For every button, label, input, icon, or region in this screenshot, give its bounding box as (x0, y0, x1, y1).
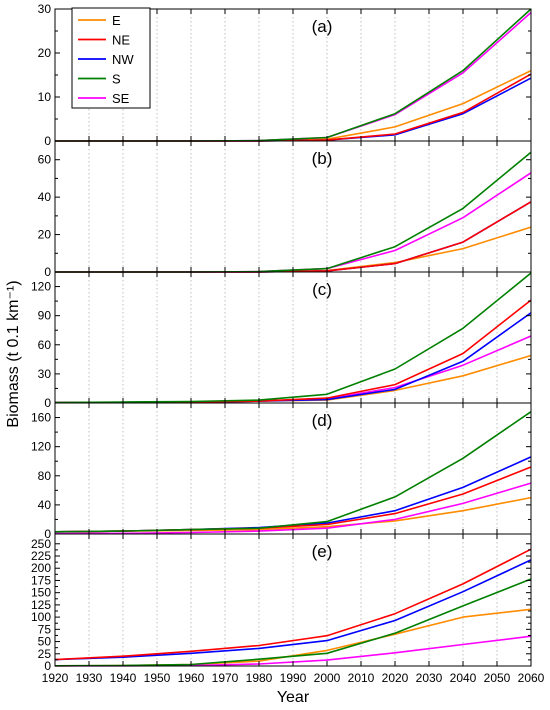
legend-box (71, 7, 151, 109)
y-tick-label: 25 (38, 647, 52, 661)
x-tick-label: 2060 (518, 671, 545, 685)
legend-label-s: S (112, 72, 121, 87)
x-tick-label: 1930 (76, 671, 103, 685)
x-tick-label: 1950 (144, 671, 171, 685)
panel-label: (a) (312, 17, 333, 36)
y-tick-label: 80 (38, 469, 52, 483)
y-tick-label: 200 (31, 561, 51, 575)
y-tick-label: 40 (38, 498, 52, 512)
x-tick-label: 2000 (314, 671, 341, 685)
y-tick-label: 20 (38, 228, 52, 242)
y-tick-label: 0 (44, 265, 51, 279)
x-tick-label: 1940 (110, 671, 137, 685)
x-axis-title: Year (277, 689, 310, 706)
y-tick-label: 60 (38, 153, 52, 167)
x-tick-label: 2040 (450, 671, 477, 685)
series-line-s (54, 411, 532, 533)
legend-label-e: E (112, 13, 121, 28)
y-tick-label: 75 (38, 622, 52, 636)
legend-label-ne: NE (112, 33, 130, 48)
y-tick-label: 160 (31, 411, 51, 425)
x-tick-label: 2030 (416, 671, 443, 685)
x-tick-label: 1970 (212, 671, 239, 685)
y-tick-label: 120 (31, 280, 51, 294)
panel-label: (b) (312, 149, 333, 168)
y-tick-label: 60 (38, 338, 52, 352)
y-tick-label: 225 (31, 549, 51, 563)
y-tick-label: 100 (31, 610, 51, 624)
legend-label-se: SE (112, 91, 130, 106)
panel-label: (c) (312, 280, 332, 299)
y-tick-label: 0 (44, 396, 51, 410)
x-tick-label: 2050 (484, 671, 511, 685)
y-tick-label: 0 (44, 134, 51, 148)
y-tick-label: 250 (31, 537, 51, 551)
y-tick-label: 10 (38, 90, 52, 104)
y-tick-label: 150 (31, 586, 51, 600)
x-tick-label: 2020 (382, 671, 409, 685)
series-line-nw (54, 559, 532, 661)
y-tick-label: 50 (38, 635, 52, 649)
legend-layer: E NE NW S SE (71, 7, 151, 109)
y-tick-label: 40 (38, 190, 52, 204)
y-tick-label: 90 (38, 309, 52, 323)
x-tick-label: 1980 (246, 671, 273, 685)
series-line-ne (54, 548, 532, 661)
x-tick-label: 1920 (42, 671, 69, 685)
y-tick-label: 30 (38, 2, 52, 16)
y-tick-label: 120 (31, 440, 51, 454)
tick-layer (54, 8, 532, 667)
panel-label: (d) (312, 411, 333, 430)
series-line-ne (55, 299, 532, 404)
y-tick-label: 30 (38, 367, 52, 381)
panel-label: (e) (312, 542, 333, 561)
y-tick-label: 175 (31, 573, 51, 587)
x-tick-label: 1960 (178, 671, 205, 685)
y-tick-label: 20 (38, 46, 52, 60)
x-tick-label: 2010 (348, 671, 375, 685)
y-tick-label: 125 (31, 598, 51, 612)
y-axis-title: Biomass (t 0.1 km⁻¹) (5, 280, 22, 427)
series-line-s (54, 578, 532, 667)
series-line-s (54, 272, 532, 404)
legend-label-nw: NW (112, 52, 134, 67)
y-tick-label: 0 (44, 527, 51, 541)
x-tick-label: 1990 (280, 671, 307, 685)
y-tick-label: 0 (44, 659, 51, 673)
